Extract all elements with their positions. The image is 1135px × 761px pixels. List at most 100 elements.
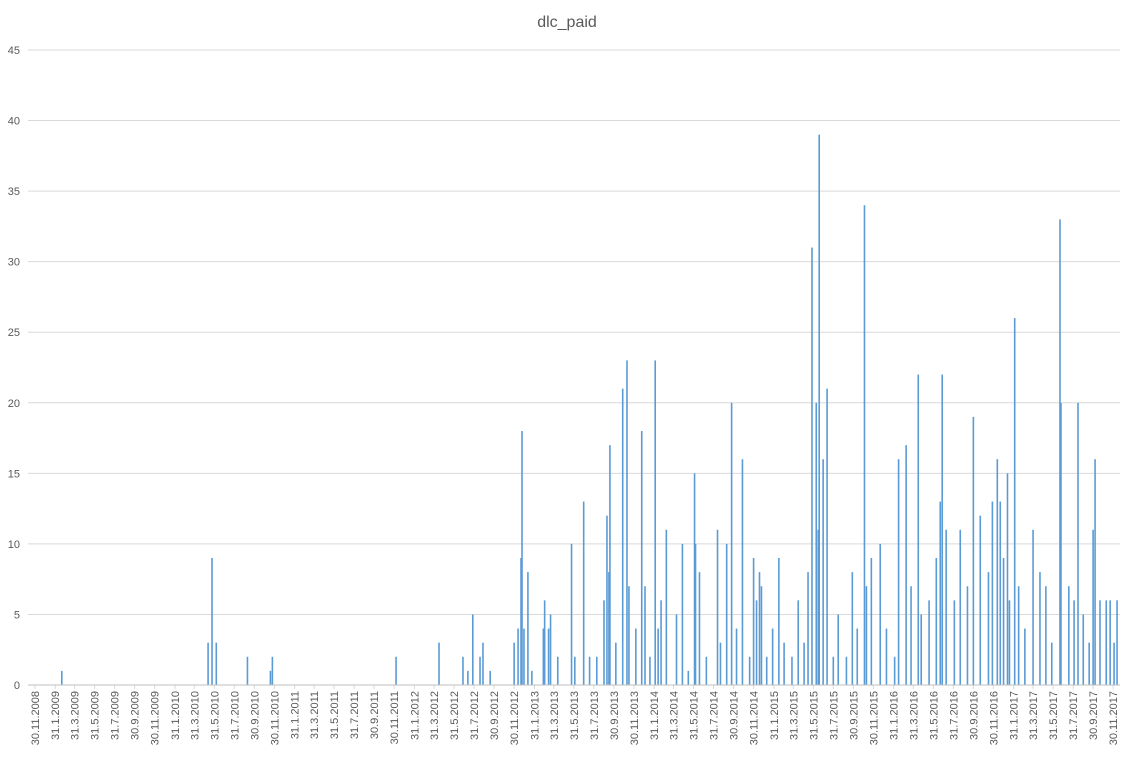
bar [1113, 642, 1115, 685]
y-tick-label: 10 [8, 539, 20, 551]
bar [822, 459, 824, 685]
bar [735, 628, 738, 685]
x-tick-label: 30.9.2010 [249, 691, 261, 740]
y-tick-label: 5 [14, 609, 20, 621]
x-tick-label: 30.11.2012 [509, 691, 521, 745]
y-tick-label: 20 [8, 398, 20, 410]
bar [472, 614, 474, 685]
bar [603, 600, 605, 685]
bar [865, 586, 868, 685]
bar [513, 642, 515, 685]
bar [207, 642, 209, 685]
x-tick-label: 31.1.2017 [1009, 691, 1021, 740]
bar [1077, 402, 1079, 685]
x-tick-label: 30.9.2015 [848, 691, 860, 740]
bar [1068, 586, 1070, 685]
y-tick-label: 40 [8, 116, 20, 128]
bar [765, 656, 768, 685]
x-tick-label: 31.7.2010 [229, 691, 241, 740]
bar [606, 515, 608, 685]
bar [582, 501, 585, 685]
x-tick-label: 31.1.2009 [50, 691, 62, 740]
bar [1002, 558, 1005, 685]
bar [635, 628, 637, 685]
bar [966, 586, 969, 685]
bar [482, 642, 484, 685]
bar [694, 543, 697, 685]
bar [1099, 600, 1101, 685]
y-tick-label: 25 [8, 327, 20, 339]
bar [719, 642, 722, 685]
x-tick-label: 31.1.2014 [649, 691, 661, 740]
bar [987, 572, 990, 685]
bar [269, 670, 272, 685]
x-tick-label: 31.7.2016 [948, 691, 960, 740]
bar [681, 543, 684, 685]
x-tick-label: 31.5.2016 [928, 691, 940, 740]
bar [1024, 628, 1026, 685]
bar [1094, 459, 1096, 685]
bar [1109, 600, 1111, 685]
y-tick-label: 15 [8, 468, 20, 480]
bar [845, 656, 848, 685]
bar [815, 402, 818, 685]
bar [928, 600, 930, 685]
bar [856, 628, 859, 685]
bar [945, 529, 947, 685]
bar [953, 600, 956, 685]
bar [215, 642, 218, 685]
bar [752, 558, 755, 685]
x-tick-label: 30.9.2016 [968, 691, 980, 740]
bar [959, 529, 962, 685]
x-tick-label: 30.11.2010 [269, 691, 281, 745]
bar [693, 473, 696, 685]
bar [1045, 586, 1047, 685]
bar [941, 374, 944, 685]
bar [687, 670, 690, 685]
x-tick-label: 31.7.2014 [709, 691, 721, 740]
bar [1032, 529, 1034, 685]
bar [467, 670, 469, 685]
bar [755, 600, 758, 685]
bar [885, 628, 888, 685]
bar [271, 656, 274, 685]
x-tick-label: 31.1.2012 [409, 691, 421, 740]
x-tick-label: 31.3.2013 [549, 691, 561, 740]
bar [1050, 642, 1053, 685]
bar [939, 501, 942, 685]
bar [783, 642, 785, 685]
bar [758, 572, 761, 685]
x-tick-label: 31.3.2009 [70, 691, 82, 740]
bar [1088, 642, 1090, 685]
bar [870, 558, 873, 685]
x-tick-label: 31.3.2017 [1028, 691, 1040, 740]
x-tick-label: 30.11.2017 [1108, 691, 1120, 745]
x-tick-label: 30.11.2009 [150, 691, 162, 745]
bar [574, 656, 576, 685]
bar [628, 586, 630, 685]
bar [725, 543, 728, 685]
x-tick-label: 31.3.2016 [908, 691, 920, 740]
bar [621, 388, 624, 685]
bar [60, 670, 63, 685]
bar [542, 628, 545, 685]
x-tick-label: 31.7.2012 [469, 691, 481, 740]
x-tick-label: 31.5.2012 [449, 691, 461, 740]
bar [811, 247, 813, 686]
bar [520, 558, 522, 685]
bar [640, 431, 643, 685]
bar [211, 558, 213, 685]
bar [778, 558, 780, 685]
bar [521, 431, 523, 685]
bar [917, 374, 920, 685]
bar [807, 572, 809, 685]
bar [851, 572, 854, 685]
x-tick-label: 31.7.2013 [589, 691, 601, 740]
x-tick-label: 31.7.2015 [828, 691, 840, 740]
bar [1008, 600, 1011, 685]
bar [716, 529, 719, 685]
bar [527, 572, 529, 685]
bar [879, 543, 882, 685]
bar [791, 656, 793, 685]
